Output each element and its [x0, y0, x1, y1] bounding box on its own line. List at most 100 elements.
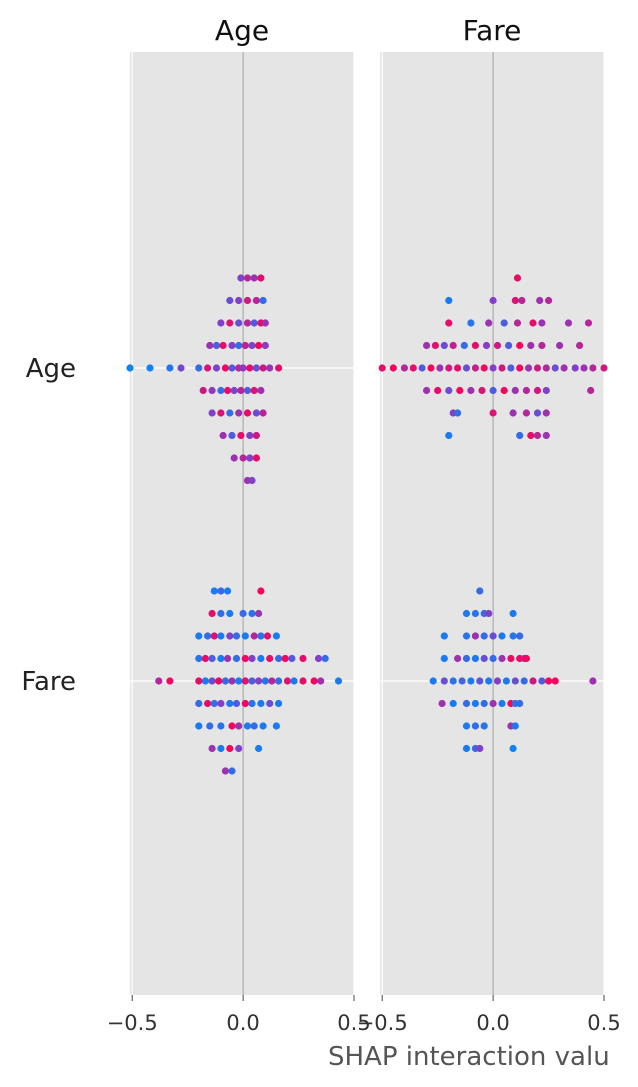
data-point [217, 632, 225, 640]
data-point [217, 744, 225, 753]
data-point [259, 409, 267, 417]
data-point [195, 632, 203, 640]
data-point [434, 386, 442, 395]
data-point [485, 677, 493, 685]
data-point [467, 319, 475, 327]
data-point [208, 386, 216, 395]
data-point [210, 587, 218, 595]
data-point [239, 609, 247, 618]
data-point [423, 386, 431, 395]
data-point [589, 677, 597, 685]
data-point [243, 296, 252, 305]
data-point [527, 341, 535, 350]
data-point [516, 632, 524, 640]
data-point [208, 654, 216, 663]
data-point [275, 699, 283, 708]
data-point [204, 632, 212, 640]
data-point [252, 409, 260, 417]
data-point [440, 632, 448, 640]
data-point [500, 386, 508, 395]
data-point [462, 744, 471, 753]
data-point [232, 632, 241, 640]
data-point [513, 319, 522, 327]
panel-age: Age −0.5 0.0 0.5 [107, 14, 371, 1035]
data-point [400, 364, 408, 372]
data-point [252, 431, 260, 440]
data-point [266, 654, 274, 663]
data-point [527, 431, 535, 440]
data-point [217, 409, 225, 417]
data-point [334, 677, 343, 685]
data-point [272, 632, 280, 640]
data-point [458, 677, 466, 685]
data-point [460, 341, 468, 350]
data-point [471, 722, 479, 730]
data-point [564, 319, 573, 327]
data-point [257, 274, 265, 282]
data-point [230, 454, 238, 462]
data-point [533, 386, 542, 395]
data-point [584, 319, 593, 327]
data-point [489, 409, 497, 417]
x-tick-label: 0.0 [476, 1011, 509, 1035]
data-point [177, 364, 185, 372]
data-point [522, 386, 531, 395]
data-point [201, 654, 209, 663]
data-point [299, 654, 307, 663]
data-point [226, 296, 234, 305]
data-point [195, 364, 203, 372]
data-point [545, 296, 553, 305]
data-point [478, 386, 486, 395]
data-point [263, 632, 272, 640]
data-point [155, 677, 163, 685]
data-point [226, 744, 234, 753]
data-point [166, 364, 174, 372]
data-point [217, 654, 225, 663]
panel-title: Fare [463, 14, 522, 47]
data-point [480, 722, 488, 730]
data-point [471, 341, 479, 350]
data-point [224, 587, 232, 595]
data-point [471, 654, 479, 663]
data-point [248, 699, 256, 708]
panel-title: Age [215, 14, 269, 47]
data-point [440, 341, 448, 350]
data-point [255, 677, 263, 685]
data-point [580, 364, 588, 372]
data-point [224, 654, 232, 663]
data-point [272, 722, 280, 730]
data-point [206, 341, 214, 350]
data-point [230, 386, 238, 395]
data-point [538, 319, 546, 327]
data-point [250, 722, 258, 730]
data-point [462, 699, 471, 708]
data-point [516, 341, 524, 350]
data-point [551, 364, 559, 372]
data-point [476, 744, 484, 753]
data-point [482, 341, 491, 350]
data-point [195, 722, 203, 730]
data-point [436, 364, 444, 372]
data-point [511, 722, 519, 730]
data-point [226, 319, 234, 327]
data-point [255, 341, 263, 350]
data-point [511, 677, 519, 685]
data-point [533, 431, 542, 440]
data-point [255, 744, 263, 753]
data-point [502, 677, 510, 685]
data-point [314, 654, 323, 663]
x-tick-label: 0.5 [337, 1011, 370, 1035]
data-point [250, 386, 258, 395]
data-point [500, 319, 508, 327]
data-point [228, 677, 236, 685]
data-point [257, 632, 265, 640]
data-point [255, 609, 263, 618]
data-point [516, 364, 524, 372]
data-point [489, 632, 497, 640]
data-point [538, 341, 546, 350]
data-point [445, 431, 453, 440]
data-point [587, 386, 595, 395]
data-point [241, 677, 249, 685]
data-point [219, 341, 227, 350]
data-point [235, 722, 243, 730]
